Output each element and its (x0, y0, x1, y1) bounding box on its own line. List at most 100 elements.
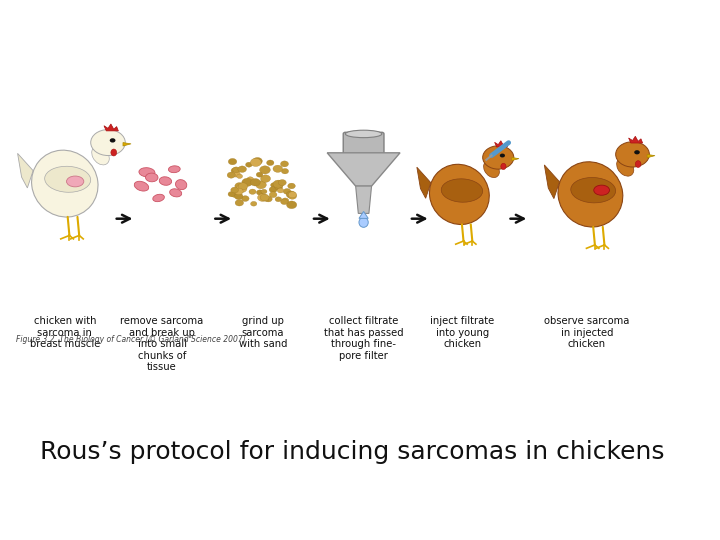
Ellipse shape (501, 163, 506, 170)
Circle shape (249, 189, 256, 194)
Circle shape (228, 158, 237, 165)
Circle shape (281, 199, 288, 205)
Circle shape (266, 160, 274, 166)
Ellipse shape (616, 158, 634, 176)
Polygon shape (647, 154, 655, 158)
Circle shape (253, 158, 262, 165)
Circle shape (258, 194, 268, 201)
Polygon shape (327, 153, 400, 186)
Circle shape (261, 175, 271, 183)
Circle shape (264, 196, 272, 202)
FancyBboxPatch shape (343, 132, 384, 154)
Circle shape (236, 185, 247, 193)
Circle shape (235, 200, 243, 206)
Circle shape (235, 188, 243, 194)
Circle shape (278, 180, 287, 186)
Circle shape (634, 150, 640, 154)
Circle shape (273, 180, 284, 188)
Circle shape (260, 194, 269, 201)
Circle shape (616, 141, 649, 167)
Circle shape (271, 183, 277, 187)
Ellipse shape (635, 161, 641, 167)
Ellipse shape (153, 194, 164, 201)
Ellipse shape (139, 168, 155, 177)
Circle shape (241, 195, 249, 201)
Circle shape (256, 190, 264, 195)
Text: Figure 3.2  The Biology of Cancer [© Garland Science 2007]: Figure 3.2 The Biology of Cancer [© Garl… (16, 335, 246, 344)
Circle shape (283, 188, 291, 194)
Circle shape (275, 197, 282, 202)
Circle shape (233, 167, 240, 173)
Circle shape (288, 193, 297, 199)
Circle shape (238, 183, 248, 190)
Circle shape (282, 168, 289, 174)
Polygon shape (417, 167, 431, 198)
Ellipse shape (168, 166, 180, 173)
Ellipse shape (359, 218, 368, 227)
Circle shape (256, 181, 266, 189)
Circle shape (288, 192, 297, 198)
Ellipse shape (111, 149, 117, 156)
Circle shape (109, 138, 115, 143)
Circle shape (251, 158, 261, 166)
Text: inject filtrate
into young
chicken: inject filtrate into young chicken (430, 316, 495, 349)
Circle shape (230, 191, 239, 197)
Ellipse shape (176, 180, 186, 190)
Ellipse shape (159, 177, 171, 185)
Circle shape (246, 162, 252, 167)
Circle shape (251, 201, 257, 206)
Ellipse shape (45, 166, 91, 192)
Ellipse shape (145, 173, 158, 182)
Text: Rous’s protocol for inducing sarcomas in chickens: Rous’s protocol for inducing sarcomas in… (40, 440, 664, 464)
Polygon shape (359, 212, 368, 218)
Circle shape (228, 192, 235, 197)
Circle shape (482, 146, 514, 169)
Polygon shape (629, 136, 643, 143)
Polygon shape (512, 158, 519, 160)
Polygon shape (356, 186, 372, 213)
Ellipse shape (66, 176, 84, 187)
Circle shape (256, 172, 263, 177)
Circle shape (287, 191, 296, 198)
Ellipse shape (594, 185, 610, 195)
Circle shape (231, 187, 238, 193)
Circle shape (238, 166, 246, 172)
Circle shape (259, 166, 270, 174)
Polygon shape (495, 141, 508, 147)
Circle shape (237, 174, 243, 178)
Ellipse shape (170, 189, 181, 197)
Ellipse shape (429, 164, 490, 225)
Circle shape (235, 183, 244, 190)
Circle shape (281, 161, 289, 167)
Circle shape (251, 179, 261, 186)
Circle shape (247, 177, 253, 182)
Text: remove sarcoma
and break up
into small
chunks of
tissue: remove sarcoma and break up into small c… (120, 316, 204, 372)
Circle shape (269, 192, 277, 198)
Polygon shape (17, 153, 33, 188)
Polygon shape (123, 143, 131, 146)
Circle shape (273, 165, 282, 172)
Circle shape (282, 198, 289, 204)
Polygon shape (544, 165, 559, 199)
Ellipse shape (571, 178, 616, 203)
Ellipse shape (484, 161, 500, 178)
Circle shape (287, 201, 297, 208)
Circle shape (91, 130, 125, 156)
Polygon shape (104, 124, 118, 131)
Ellipse shape (32, 150, 98, 217)
Text: chicken with
sarcoma in
breast muscle: chicken with sarcoma in breast muscle (30, 316, 100, 349)
Ellipse shape (134, 181, 149, 191)
Ellipse shape (558, 162, 623, 227)
Circle shape (242, 178, 253, 186)
Text: observe sarcoma
in injected
chicken: observe sarcoma in injected chicken (544, 316, 629, 349)
Circle shape (231, 168, 239, 174)
Text: collect filtrate
that has passed
through fine-
pore filter: collect filtrate that has passed through… (324, 316, 403, 361)
Circle shape (277, 188, 284, 193)
Ellipse shape (441, 179, 482, 202)
Circle shape (232, 171, 240, 177)
Text: grind up
sarcoma
with sand: grind up sarcoma with sand (238, 316, 287, 349)
Circle shape (269, 187, 277, 193)
Circle shape (227, 172, 235, 178)
Circle shape (234, 193, 243, 200)
Circle shape (261, 190, 267, 194)
